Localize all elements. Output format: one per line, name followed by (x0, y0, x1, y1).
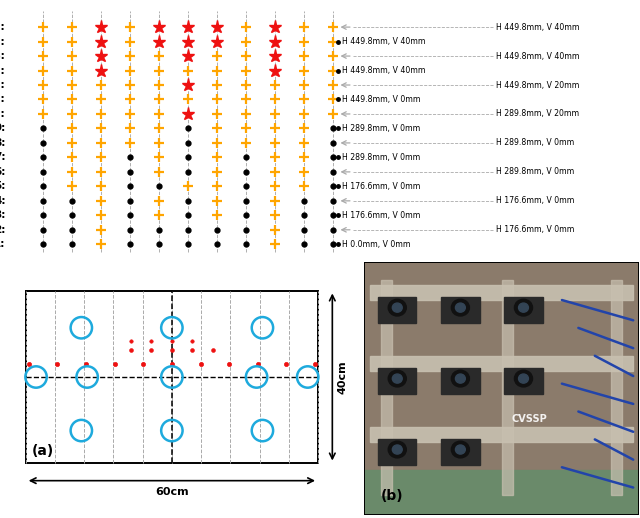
Text: 8:: 8: (0, 138, 6, 148)
Text: 1:: 1: (0, 239, 6, 249)
Circle shape (518, 303, 529, 312)
Bar (441, 439, 479, 465)
Bar (441, 297, 479, 323)
Text: 2:: 2: (0, 225, 6, 235)
Text: 4:: 4: (0, 196, 6, 206)
Bar (378, 439, 417, 465)
Circle shape (515, 370, 532, 387)
Text: 9:: 9: (0, 123, 6, 134)
Bar (504, 368, 543, 394)
Bar (378, 297, 417, 323)
Bar (378, 368, 417, 394)
Text: H 449.8mm, V 40mm: H 449.8mm, V 40mm (342, 37, 426, 46)
Text: H 176.6mm, V 0mm: H 176.6mm, V 0mm (342, 182, 420, 191)
Text: H 289.8mm, V 20mm: H 289.8mm, V 20mm (497, 109, 580, 119)
Circle shape (388, 299, 406, 316)
Text: 14:: 14: (0, 51, 6, 61)
Text: H 289.8mm, V 0mm: H 289.8mm, V 0mm (342, 153, 420, 162)
Circle shape (456, 374, 465, 383)
Circle shape (456, 303, 465, 312)
Bar (381, 280, 392, 495)
Text: 6:: 6: (0, 167, 6, 177)
Bar (504, 297, 543, 323)
Bar (502, 280, 513, 495)
Text: H 289.8mm, V 0mm: H 289.8mm, V 0mm (497, 167, 575, 177)
Circle shape (392, 445, 402, 454)
Text: H 449.8mm, V 0mm: H 449.8mm, V 0mm (342, 95, 420, 104)
Text: 7:: 7: (0, 152, 6, 163)
Bar (441, 368, 479, 394)
Circle shape (451, 441, 469, 458)
Circle shape (515, 299, 532, 316)
Circle shape (451, 299, 469, 316)
Bar (611, 280, 622, 495)
Text: H 176.6mm, V 0mm: H 176.6mm, V 0mm (342, 211, 420, 220)
Circle shape (456, 445, 465, 454)
Text: 13:: 13: (0, 66, 6, 76)
Text: H 449.8mm, V 40mm: H 449.8mm, V 40mm (497, 52, 580, 61)
Text: 60cm: 60cm (155, 487, 189, 497)
Text: H 289.8mm, V 0mm: H 289.8mm, V 0mm (497, 138, 575, 148)
Text: 16:: 16: (0, 22, 6, 32)
Circle shape (388, 370, 406, 387)
Text: 10:: 10: (0, 109, 6, 119)
Text: H 289.8mm, V 0mm: H 289.8mm, V 0mm (342, 124, 420, 133)
Bar (370, 427, 633, 442)
Text: H 449.8mm, V 40mm: H 449.8mm, V 40mm (497, 23, 580, 32)
Polygon shape (26, 291, 318, 464)
Text: 5:: 5: (0, 181, 6, 191)
Text: H 176.6mm, V 0mm: H 176.6mm, V 0mm (497, 196, 575, 205)
Text: 11:: 11: (0, 94, 6, 105)
Text: (a): (a) (32, 444, 54, 458)
Circle shape (392, 374, 402, 383)
Text: 3:: 3: (0, 210, 6, 220)
Text: CVSSP: CVSSP (511, 414, 547, 424)
Circle shape (518, 374, 529, 383)
Bar (364, 470, 639, 515)
Text: H 0.0mm, V 0mm: H 0.0mm, V 0mm (342, 240, 411, 249)
Circle shape (392, 303, 402, 312)
Text: H 176.6mm, V 0mm: H 176.6mm, V 0mm (497, 225, 575, 234)
Text: (b): (b) (381, 489, 403, 503)
Circle shape (388, 441, 406, 458)
Text: H 449.8mm, V 20mm: H 449.8mm, V 20mm (497, 80, 580, 90)
Circle shape (451, 370, 469, 387)
Text: 12:: 12: (0, 80, 6, 90)
Bar (370, 285, 633, 300)
Text: H 449.8mm, V 40mm: H 449.8mm, V 40mm (342, 66, 426, 75)
Bar (370, 356, 633, 371)
Text: 40cm: 40cm (337, 360, 348, 394)
Text: 15:: 15: (0, 37, 6, 47)
